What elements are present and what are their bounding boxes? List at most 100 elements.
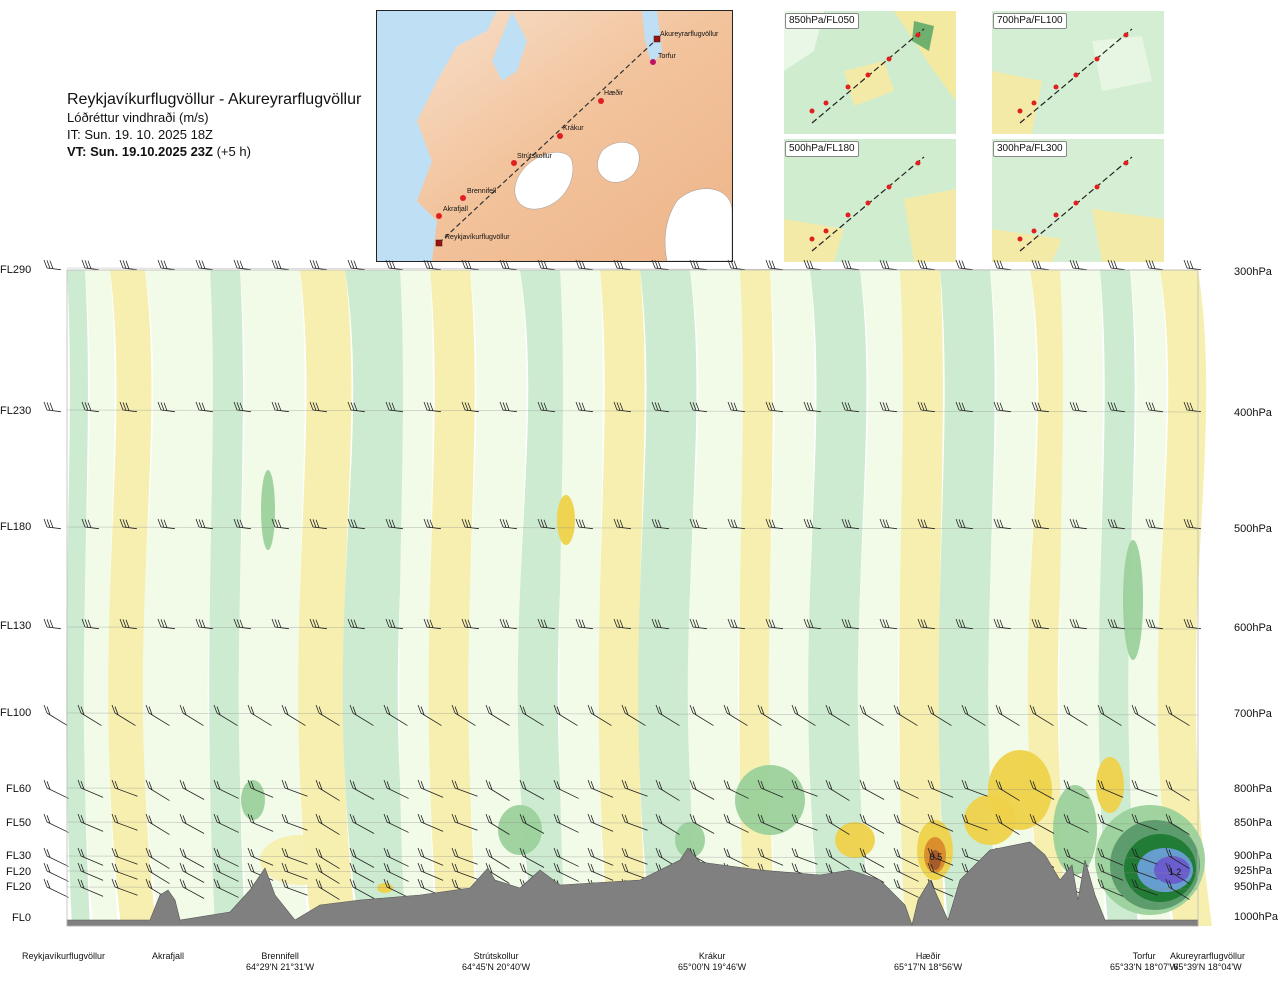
hpa-label-1: 400hPa (1234, 407, 1272, 419)
wind-barb (920, 267, 935, 271)
wind-barb (160, 267, 175, 271)
wind-barb-flag (277, 260, 282, 269)
fl-label-4: FL100 (0, 707, 32, 719)
wind-barb-flag (1029, 813, 1034, 823)
wind-barb-flag (689, 401, 694, 411)
wind-barb-flag (768, 402, 773, 411)
wind-barb-flag (806, 519, 811, 528)
wind-barb-flag (182, 849, 187, 858)
wind-barb-flag (1066, 815, 1071, 824)
wind-barb-flag (420, 880, 425, 889)
velocity-band (687, 270, 754, 926)
wind-barb-flag (114, 780, 119, 790)
wind-barb (896, 886, 919, 898)
wind-barb-flag (87, 619, 92, 628)
wind-barb (1100, 855, 1124, 866)
wind-barb (844, 526, 859, 530)
wind-barb (896, 821, 919, 833)
wind-barb-flag (961, 813, 966, 823)
wind-barb-flag (1151, 402, 1156, 411)
wind-barb-flag (485, 847, 490, 857)
wind-barb-flag (695, 402, 700, 411)
wind-barb-flag (543, 260, 548, 269)
wind-barb-flag (654, 519, 659, 528)
mini-map-700-svg (992, 11, 1164, 134)
wind-barb (862, 787, 885, 800)
wind-barb-flag (553, 847, 558, 857)
wind-barb (122, 626, 137, 630)
wind-barb-flag (250, 781, 255, 790)
wind-barb-flag (651, 518, 656, 528)
wind-barb-flag (578, 519, 583, 528)
wind-barb-flag (930, 815, 935, 824)
wind-barb (958, 626, 973, 630)
wind-barb-flag (281, 779, 286, 789)
wind-barb-flag (213, 813, 218, 823)
wind-barb-flag (274, 260, 279, 269)
wind-barb (920, 626, 935, 630)
wind-barb-flag (651, 259, 656, 269)
wind-barb-flag (1029, 704, 1034, 714)
wind-barb-flag (961, 519, 966, 528)
wind-barb (216, 787, 239, 799)
wind-barb (46, 870, 69, 882)
wind-barb-flag (119, 618, 124, 628)
wind-barb (80, 886, 104, 897)
wind-barb (806, 626, 821, 630)
wind-barb-flag (964, 863, 969, 873)
wind-barb (420, 855, 444, 866)
terrain-profile (66, 841, 1199, 927)
velocity-band (238, 270, 308, 926)
fl-label-1: FL230 (0, 405, 32, 417)
wind-barb (312, 626, 327, 630)
wind-barb-flag (619, 260, 624, 269)
wind-barb (794, 787, 818, 797)
wind-barb-flag (488, 864, 493, 873)
wind-barb-flag (655, 813, 660, 823)
wind-barb-flag (1165, 847, 1170, 857)
wind-barb-flag (879, 618, 884, 628)
wind-barb-flag (998, 706, 1003, 715)
wind-barb-flag (692, 781, 697, 790)
wind-barb (844, 267, 859, 271)
wind-barb (616, 267, 631, 271)
wind-barb (250, 821, 274, 832)
wind-barb-flag (148, 864, 153, 873)
wind-barb-flag (961, 260, 966, 269)
wind-barb (464, 267, 479, 271)
wind-barb-flag (730, 402, 735, 411)
hpa-label-5: 800hPa (1234, 783, 1272, 795)
wind-barb-flag (386, 815, 391, 824)
wind-barb-flag (621, 813, 626, 823)
mini-map-500-title: 500hPa/FL180 (785, 141, 859, 157)
wind-barb-flag (581, 619, 586, 628)
wind-barb-flag (125, 519, 130, 528)
wind-barb (1186, 267, 1201, 271)
wind-barb-flag (689, 259, 694, 269)
wind-barb-flag (309, 401, 314, 411)
wind-barb-flag (847, 260, 852, 269)
wind-barb-flag (213, 779, 218, 789)
wind-barb-flag (250, 815, 255, 824)
location-name: Torfur (1132, 951, 1156, 961)
wind-barb (726, 787, 749, 799)
wind-barb-flag (809, 619, 814, 628)
wind-barb-flag (692, 849, 697, 858)
wind-barb-flag (388, 619, 393, 628)
wind-barb (578, 409, 593, 413)
location-coords: 65°39'N 18°04'W (1173, 962, 1242, 972)
wind-barb (964, 787, 988, 797)
wind-barb (1134, 787, 1158, 797)
wind-barb-flag (1069, 518, 1074, 528)
waypoint-haedir-marker (598, 98, 604, 104)
wind-barb-flag (896, 849, 901, 858)
wind-barb (284, 855, 308, 865)
wind-barb (658, 821, 680, 835)
wind-barb-flag (1134, 863, 1139, 873)
wind-barb-flag (274, 619, 279, 628)
wind-barb-flag (581, 402, 586, 411)
wind-barb (730, 526, 745, 530)
wind-barb-flag (1034, 519, 1039, 528)
wind-barb (352, 787, 375, 800)
wind-barb-flag (1145, 618, 1150, 628)
